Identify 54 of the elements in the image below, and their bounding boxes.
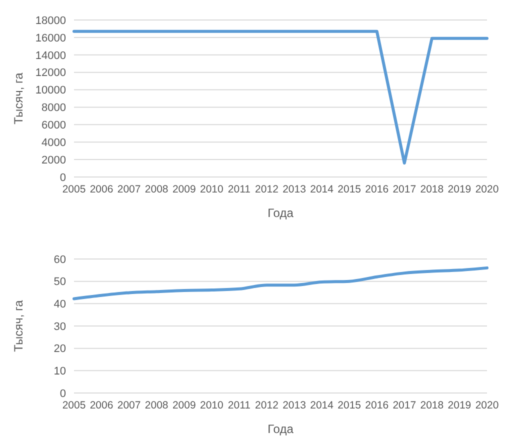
y-tick-label: 4000 — [42, 137, 66, 150]
y-tick-label: 6000 — [42, 120, 66, 132]
y-tick-label: 20 — [54, 343, 66, 356]
x-tick-label: 2013 — [282, 183, 306, 196]
y-tick-label: 50 — [54, 276, 66, 288]
y-axis-title: Тысяч, га — [11, 72, 26, 124]
y-tick-label: 8000 — [42, 102, 66, 114]
x-tick-label: 2018 — [420, 183, 444, 196]
x-tick-label: 2008 — [144, 183, 168, 196]
x-tick-label: 2016 — [365, 399, 389, 412]
x-tick-label: 2005 — [62, 183, 86, 196]
y-tick-label: 12000 — [35, 67, 66, 80]
y-tick-label: 10000 — [35, 84, 66, 97]
x-tick-label: 2014 — [310, 183, 334, 196]
x-tick-label: 2006 — [90, 183, 114, 196]
y-tick-label: 10 — [54, 366, 66, 378]
x-tick-label: 2017 — [392, 183, 416, 196]
x-tick-label: 2017 — [392, 399, 416, 412]
y-tick-label: 14000 — [35, 50, 66, 62]
x-tick-label: 2011 — [228, 183, 251, 196]
y-tick-label: 60 — [54, 254, 66, 266]
x-tick-label: 2015 — [338, 399, 362, 412]
y-tick-label: 30 — [54, 320, 66, 333]
y-tick-label: 0 — [60, 172, 66, 184]
x-tick-label: 2019 — [448, 183, 472, 196]
x-axis-title: Года — [268, 206, 294, 220]
y-tick-label: 16000 — [35, 32, 66, 44]
x-tick-label: 2012 — [255, 399, 279, 412]
x-tick-label: 2020 — [475, 399, 499, 412]
x-tick-label: 2006 — [90, 399, 114, 412]
y-tick-label: 18000 — [35, 14, 66, 27]
x-tick-label: 2016 — [365, 183, 389, 196]
x-tick-label: 2009 — [172, 399, 196, 412]
y-tick-label: 2000 — [42, 154, 66, 166]
y-tick-label: 0 — [60, 388, 66, 400]
x-tick-label: 2015 — [338, 183, 362, 196]
x-tick-label: 2008 — [144, 399, 168, 412]
x-tick-label: 2012 — [255, 183, 279, 196]
y-axis-title: Тысяч, га — [11, 300, 26, 352]
x-tick-label: 2011 — [228, 399, 251, 412]
x-axis-title: Года — [268, 422, 294, 436]
x-tick-label: 2018 — [420, 399, 444, 412]
x-tick-label: 2020 — [475, 183, 499, 196]
x-tick-label: 2010 — [200, 399, 224, 412]
x-tick-label: 2009 — [172, 183, 196, 196]
x-tick-label: 2007 — [117, 183, 141, 196]
x-tick-label: 2007 — [117, 399, 141, 412]
x-tick-label: 2005 — [62, 399, 86, 412]
x-tick-label: 2010 — [200, 183, 224, 196]
y-tick-label: 40 — [54, 298, 66, 311]
line-series — [72, 266, 488, 300]
x-tick-label: 2013 — [282, 399, 306, 412]
x-tick-label: 2014 — [310, 399, 334, 412]
x-tick-label: 2019 — [448, 399, 472, 412]
